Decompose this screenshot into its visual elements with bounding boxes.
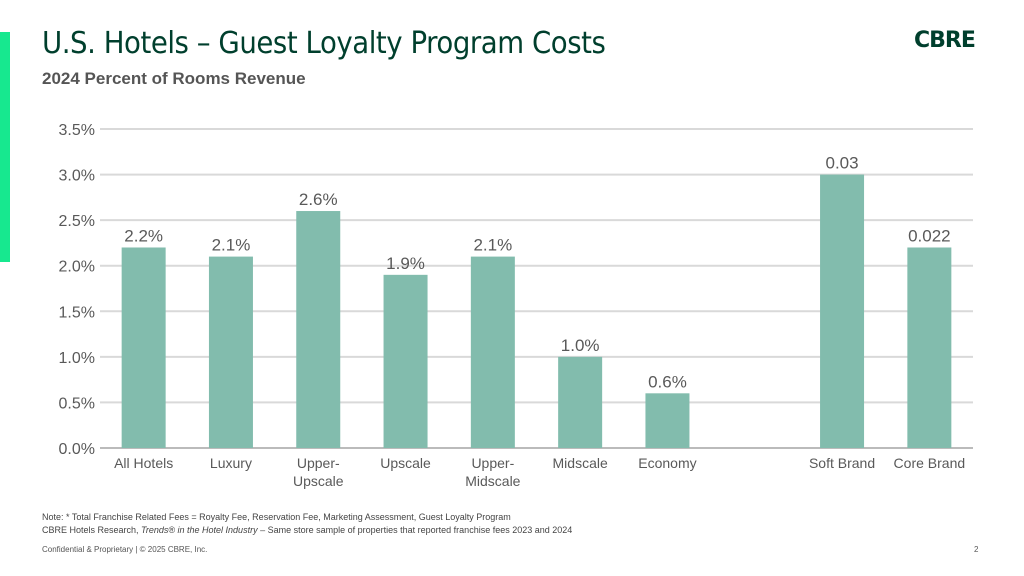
data-label: 2.2% bbox=[124, 226, 163, 245]
data-label: 2.1% bbox=[473, 236, 512, 255]
bar-chart: 0.0% 0.5% 1.0% 1.5% 2.0% 2.5% 3.0% 3.5% 2.2% All … bbox=[59, 122, 973, 489]
note-line-1: Note: * Total Franchise Related Fees = R… bbox=[42, 512, 511, 522]
bar bbox=[296, 211, 341, 448]
x-tick-label: Midscale bbox=[553, 455, 608, 471]
y-tick-label: 0.5% bbox=[59, 395, 95, 412]
y-tick-label: 0.0% bbox=[59, 441, 95, 458]
note-publication: Trends® in the Hotel Industry bbox=[141, 525, 258, 535]
bar bbox=[907, 247, 952, 448]
x-tick-label: Luxury bbox=[210, 455, 252, 471]
data-label: 2.1% bbox=[212, 236, 251, 255]
data-label: 0.022 bbox=[908, 226, 951, 245]
y-tick-label: 3.0% bbox=[59, 168, 95, 185]
accent-bar bbox=[0, 32, 10, 262]
footer-text: Confidential & Proprietary | © 2025 CBRE… bbox=[42, 545, 208, 554]
bar bbox=[383, 274, 428, 448]
note-source: CBRE Hotels Research, bbox=[42, 525, 142, 535]
x-tick-label: Soft Brand bbox=[809, 455, 875, 471]
note-description: – Same store sample of properties that r… bbox=[257, 525, 573, 535]
y-tick-label: 3.5% bbox=[59, 122, 95, 139]
bar bbox=[121, 247, 166, 448]
x-tick-label: Upper- bbox=[471, 455, 514, 471]
x-tick-label: Economy bbox=[638, 455, 696, 471]
x-tick-label: Core Brand bbox=[894, 455, 966, 471]
bar bbox=[645, 393, 690, 448]
x-tick-label: Midscale bbox=[465, 473, 520, 489]
bar bbox=[820, 174, 865, 449]
y-tick-label: 2.0% bbox=[59, 259, 95, 276]
bar bbox=[558, 356, 603, 448]
bar bbox=[208, 256, 253, 448]
x-tick-label: Upscale bbox=[380, 455, 431, 471]
data-label: 1.0% bbox=[561, 336, 600, 355]
y-tick-label: 1.0% bbox=[59, 350, 95, 367]
page-subtitle: 2024 Percent of Rooms Revenue bbox=[42, 69, 306, 88]
x-tick-label: Upscale bbox=[293, 473, 344, 489]
page-number: 2 bbox=[974, 545, 979, 554]
data-label: 1.9% bbox=[386, 254, 425, 273]
note-line-2: CBRE Hotels Research, Trends® in the Hot… bbox=[42, 524, 572, 537]
page-title: U.S. Hotels – Guest Loyalty Program Cost… bbox=[42, 26, 606, 61]
data-label: 0.03 bbox=[826, 154, 859, 173]
y-tick-label: 1.5% bbox=[59, 304, 95, 321]
bar bbox=[470, 256, 515, 448]
x-tick-label: Upper- bbox=[297, 455, 340, 471]
y-tick-label: 2.5% bbox=[59, 213, 95, 230]
data-label: 2.6% bbox=[299, 190, 338, 209]
data-label: 0.6% bbox=[648, 372, 687, 391]
x-tick-label: All Hotels bbox=[114, 455, 173, 471]
chart-notes: Note: * Total Franchise Related Fees = R… bbox=[42, 511, 572, 537]
cbre-logo: CBRE bbox=[914, 28, 976, 53]
